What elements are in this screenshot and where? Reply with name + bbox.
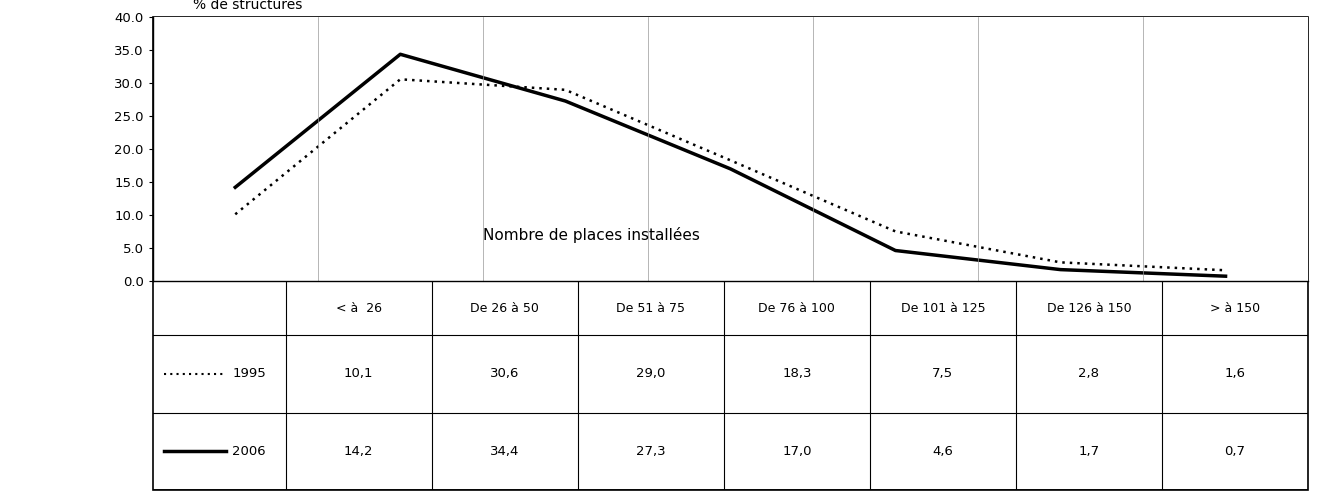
Text: 1,6: 1,6 xyxy=(1224,367,1246,381)
Text: De 76 à 100: De 76 à 100 xyxy=(758,302,835,315)
Text: > à 150: > à 150 xyxy=(1210,302,1260,315)
Text: De 26 à 50: De 26 à 50 xyxy=(470,302,539,315)
Text: 29,0: 29,0 xyxy=(636,367,665,381)
Text: De 126 à 150: De 126 à 150 xyxy=(1046,302,1131,315)
Text: 7,5: 7,5 xyxy=(932,367,954,381)
Text: 4,6: 4,6 xyxy=(932,444,954,458)
Text: 17,0: 17,0 xyxy=(782,444,811,458)
Text: 2006: 2006 xyxy=(232,444,266,458)
Text: 34,4: 34,4 xyxy=(490,444,519,458)
Text: < à  26: < à 26 xyxy=(336,302,381,315)
Text: 1,7: 1,7 xyxy=(1078,444,1100,458)
Text: 30,6: 30,6 xyxy=(490,367,519,381)
Text: Nombre de places installées: Nombre de places installées xyxy=(483,227,700,243)
Text: De 51 à 75: De 51 à 75 xyxy=(616,302,685,315)
Text: 18,3: 18,3 xyxy=(782,367,811,381)
Text: 0,7: 0,7 xyxy=(1224,444,1246,458)
Text: 14,2: 14,2 xyxy=(344,444,373,458)
Text: 1995: 1995 xyxy=(232,367,266,381)
Text: 27,3: 27,3 xyxy=(636,444,665,458)
Text: 10,1: 10,1 xyxy=(344,367,373,381)
Text: De 101 à 125: De 101 à 125 xyxy=(900,302,985,315)
Text: % de structures: % de structures xyxy=(193,0,301,12)
Text: 2,8: 2,8 xyxy=(1078,367,1100,381)
